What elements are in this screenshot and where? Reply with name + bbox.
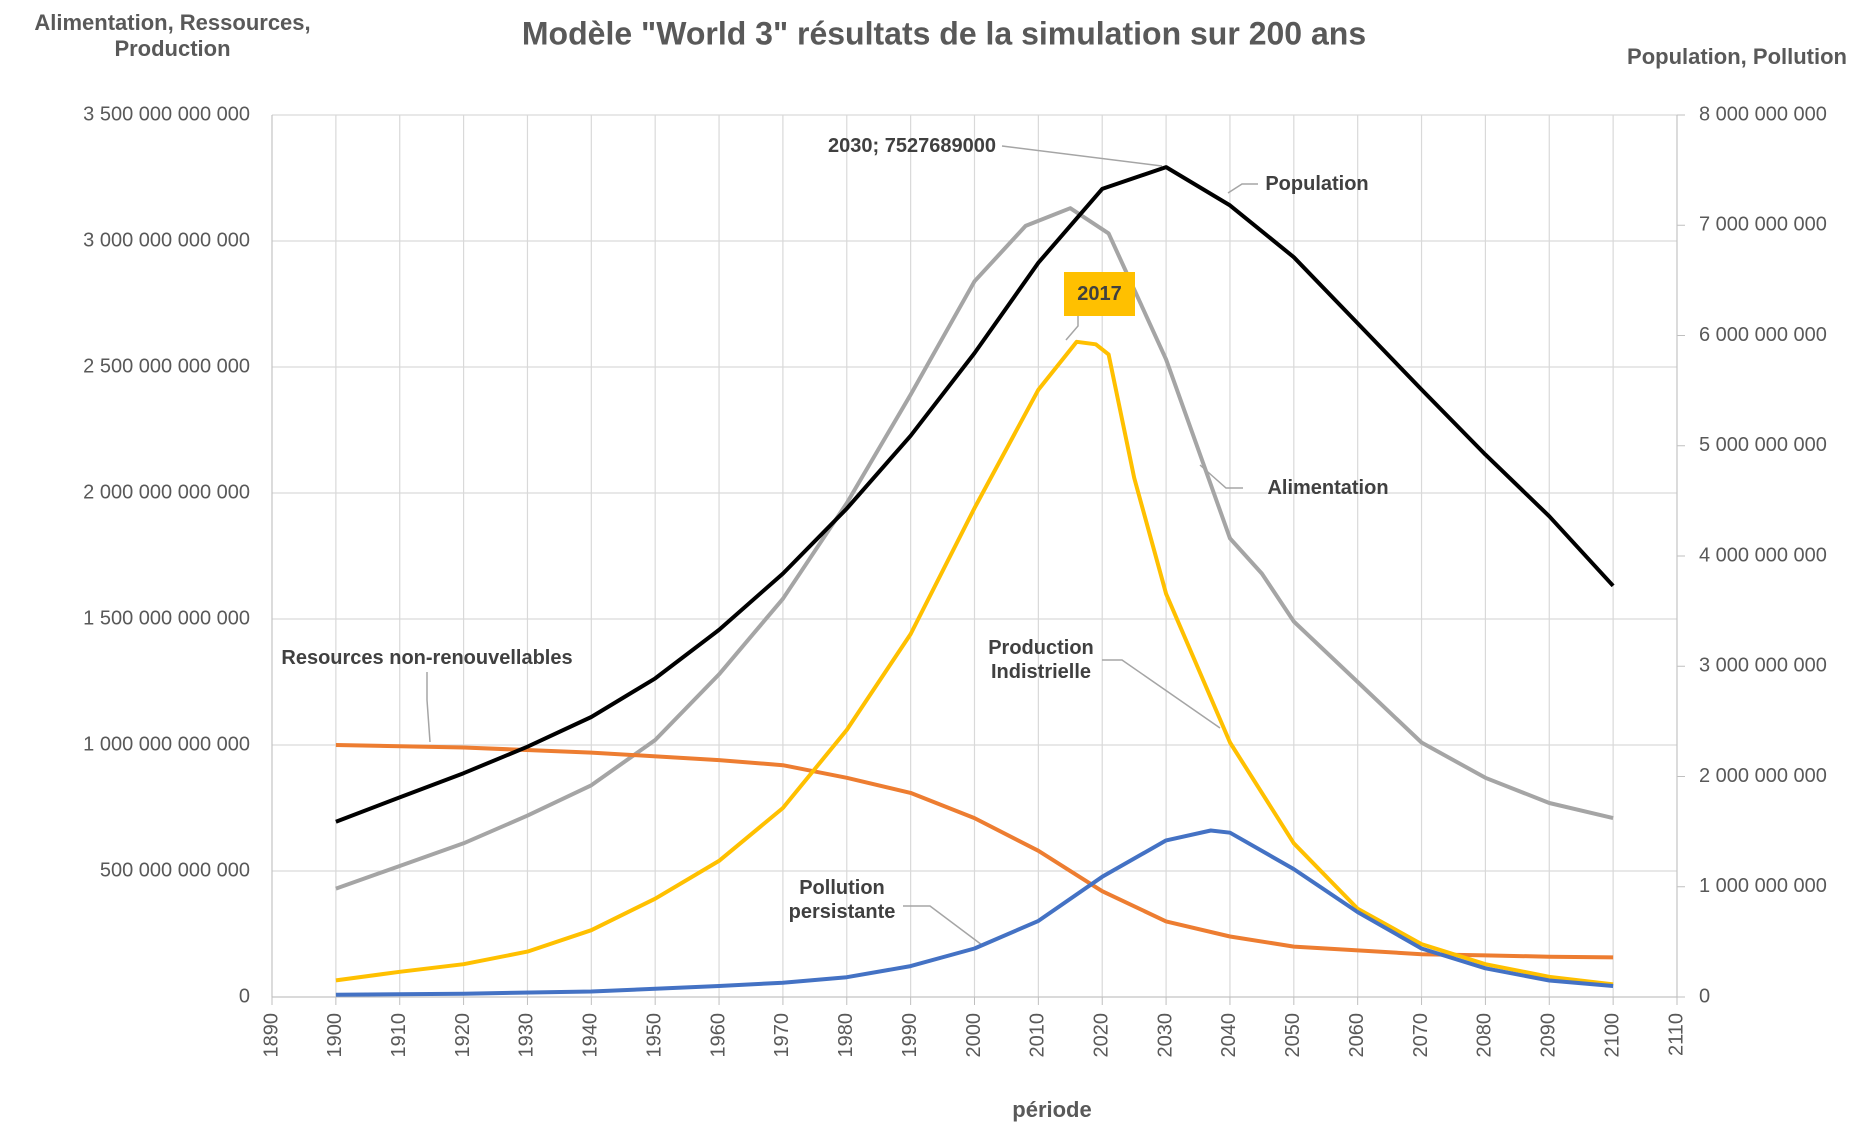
y-tick-label: 2 000 000 000 000 (83, 481, 250, 503)
series-label: Resources non-renouvellables (281, 647, 573, 669)
leader-line (903, 905, 983, 946)
y2-axis-title: Population, Pollution (1627, 44, 1847, 69)
y2-tick-label: 7 000 000 000 (1699, 214, 1827, 236)
y2-tick-label: 3 000 000 000 (1699, 655, 1827, 677)
series-line (335, 165, 1615, 824)
series-line (335, 828, 1614, 997)
y-tick-label: 500 000 000 000 (100, 859, 250, 881)
x-axis-title: période (1012, 1097, 1091, 1122)
leader-line (426, 672, 431, 743)
x-tick-label: 2050 (1282, 1013, 1304, 1058)
annotation: 2017 (1064, 272, 1135, 316)
x-tick-label: 1960 (707, 1013, 729, 1058)
leader-line (1001, 145, 1163, 167)
x-tick-label: 2080 (1474, 1013, 1496, 1058)
x-tick-label: 1920 (452, 1013, 474, 1058)
x-tick-label: 1980 (835, 1013, 857, 1058)
y2-tick-label: 2 000 000 000 (1699, 765, 1827, 787)
y2-tick-label: 5 000 000 000 (1699, 434, 1827, 456)
y-tick-label: 1 500 000 000 000 (83, 607, 250, 629)
y-tick-label: 3 500 000 000 000 (83, 103, 250, 125)
x-tick-label: 2010 (1027, 1013, 1049, 1058)
y-tick-label: 3 000 000 000 000 (83, 229, 250, 251)
chart-title: Modèle "World 3" résultats de la simulat… (522, 15, 1366, 51)
x-tick-label: 2090 (1538, 1013, 1560, 1058)
x-tick-label: 1900 (324, 1013, 346, 1058)
y2-tick-label: 4 000 000 000 (1699, 544, 1827, 566)
leader-line (1102, 659, 1221, 729)
annotation: 2030; 7527689000 (828, 135, 996, 157)
leader-line (1065, 316, 1079, 341)
x-tick-label: 1970 (771, 1013, 793, 1058)
series-label: Pollution persistante (788, 877, 896, 923)
x-tick-label: 2100 (1601, 1013, 1623, 1058)
x-tick-label: 2060 (1346, 1013, 1368, 1058)
y2-tick-label: 1 000 000 000 (1699, 875, 1827, 897)
x-tick-label: 2070 (1410, 1013, 1432, 1058)
x-tick-label: 2110 (1665, 1013, 1687, 1056)
y-axis-title: Alimentation, Ressources, Production (34, 10, 311, 62)
series-label: Alimentation (1267, 477, 1389, 499)
x-tick-label: 2030 (1154, 1013, 1176, 1058)
x-tick-label: 1930 (516, 1013, 538, 1058)
series-label: Production Indistrielle (988, 637, 1094, 683)
y2-tick-label: 8 000 000 000 (1699, 103, 1827, 125)
series-line (335, 339, 1614, 987)
x-tick-label: 2020 (1091, 1013, 1113, 1058)
leader-line (1227, 183, 1258, 194)
y-tick-label: 2 500 000 000 000 (83, 355, 250, 377)
x-tick-label: 2000 (963, 1013, 985, 1058)
x-tick-label: 1940 (580, 1013, 602, 1058)
y-tick-label: 1 000 000 000 000 (83, 733, 250, 755)
x-tick-label: 2040 (1218, 1013, 1240, 1058)
y-tick-label: 0 (239, 985, 250, 1007)
x-tick-label: 1910 (388, 1013, 410, 1058)
y2-tick-label: 6 000 000 000 (1699, 324, 1827, 346)
x-tick-label: 1990 (899, 1013, 921, 1058)
series-line (335, 743, 1614, 960)
y2-tick-label: 0 (1699, 985, 1710, 1007)
x-tick-label: 1890 (260, 1013, 282, 1058)
x-tick-label: 1950 (643, 1013, 665, 1058)
leader-line (1199, 464, 1243, 489)
series-line (335, 206, 1614, 891)
series-label: Population (1265, 173, 1369, 195)
